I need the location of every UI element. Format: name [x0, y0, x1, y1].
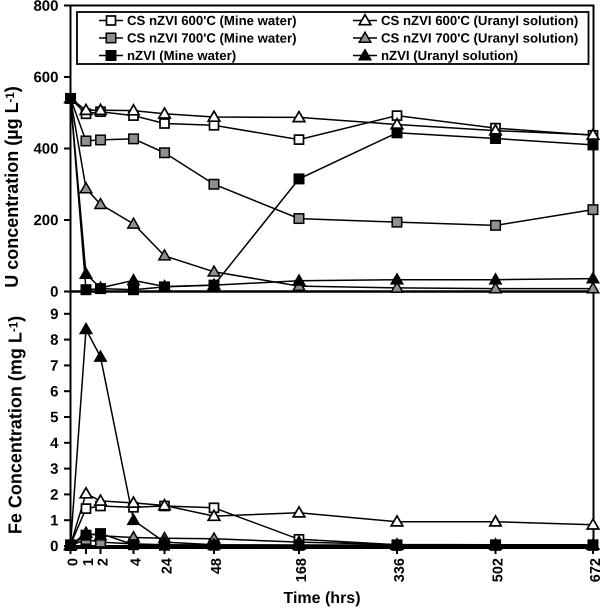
- svg-text:CS nZVI 700'C (Uranyl solution: CS nZVI 700'C (Uranyl solution): [381, 31, 578, 46]
- svg-text:Time (hrs): Time (hrs): [283, 590, 360, 607]
- svg-text:400: 400: [33, 141, 58, 158]
- svg-text:CS nZVI 600'C (Mine water): CS nZVI 600'C (Mine water): [127, 13, 296, 28]
- svg-text:336: 336: [392, 558, 408, 582]
- svg-text:nZVI (Uranyl solution): nZVI (Uranyl solution): [381, 48, 518, 63]
- svg-text:7: 7: [50, 358, 58, 375]
- svg-text:5: 5: [50, 409, 58, 426]
- svg-text:9: 9: [50, 306, 58, 323]
- svg-text:2: 2: [50, 487, 58, 504]
- svg-text:Fe Concentration (mg L-1): Fe Concentration (mg L-1): [6, 316, 26, 534]
- svg-text:48: 48: [209, 558, 225, 574]
- svg-text:502: 502: [491, 558, 507, 582]
- svg-text:2: 2: [96, 558, 112, 566]
- svg-text:CS nZVI 700'C (Mine water): CS nZVI 700'C (Mine water): [127, 31, 296, 46]
- svg-text:672: 672: [588, 558, 600, 582]
- svg-text:0: 0: [50, 284, 58, 301]
- svg-text:8: 8: [50, 332, 58, 349]
- svg-text:200: 200: [33, 212, 58, 229]
- svg-text:3: 3: [50, 461, 58, 478]
- svg-text:1: 1: [81, 558, 97, 566]
- svg-text:0: 0: [66, 558, 82, 566]
- svg-text:800: 800: [33, 0, 58, 15]
- svg-text:24: 24: [160, 558, 176, 574]
- svg-text:6: 6: [50, 383, 58, 400]
- svg-text:168: 168: [294, 558, 310, 582]
- svg-text:CS nZVI 600'C (Uranyl solution: CS nZVI 600'C (Uranyl solution): [381, 13, 578, 28]
- svg-text:1: 1: [50, 512, 58, 529]
- svg-text:600: 600: [33, 69, 58, 86]
- svg-text:U concentration (µg L-1): U concentration (µg L-1): [2, 86, 22, 288]
- svg-text:0: 0: [50, 538, 58, 555]
- svg-text:4: 4: [50, 435, 59, 452]
- svg-text:nZVI (Mine water): nZVI (Mine water): [127, 48, 236, 63]
- svg-text:4: 4: [129, 558, 145, 566]
